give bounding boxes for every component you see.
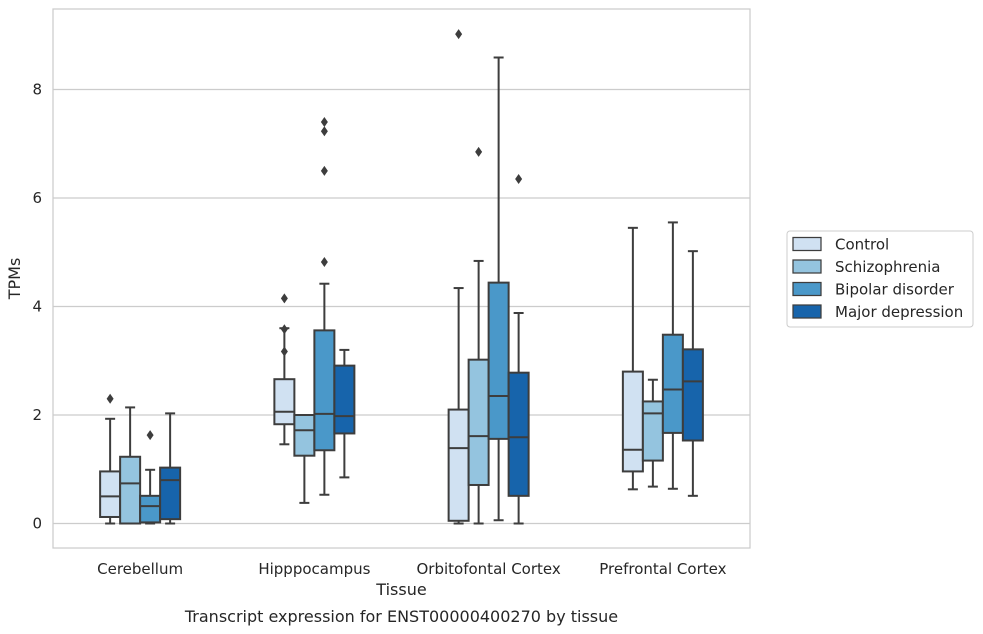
box-groups xyxy=(99,29,704,525)
outlier-point xyxy=(280,293,288,304)
box-0-3 xyxy=(159,412,182,525)
outlier-point xyxy=(320,165,328,176)
box-iqr xyxy=(293,414,316,457)
box-iqr xyxy=(119,455,142,525)
y-tick-label: 4 xyxy=(32,298,42,316)
legend-swatch xyxy=(792,304,822,319)
outlier-point xyxy=(280,346,288,357)
legend-label: Bipolar disorder xyxy=(835,281,955,299)
box-iqr xyxy=(313,329,336,452)
box-iqr xyxy=(621,370,644,473)
x-tick-label: Hipppocampus xyxy=(258,560,370,578)
legend-label: Control xyxy=(835,236,889,254)
box-0-0 xyxy=(99,393,122,525)
x-axis-label: Tissue xyxy=(375,580,426,599)
outlier-point xyxy=(515,174,523,185)
box-3-3 xyxy=(681,250,704,497)
y-axis-label: TPMs xyxy=(5,258,24,301)
box-2-1 xyxy=(467,146,490,525)
box-iqr xyxy=(99,470,122,518)
outlier-point xyxy=(146,430,154,441)
box-iqr xyxy=(139,494,162,524)
x-tick-label: Prefrontal Cortex xyxy=(599,560,726,578)
outlier-point xyxy=(475,146,483,157)
outlier-point xyxy=(320,126,328,137)
legend-label: Major depression xyxy=(835,303,963,321)
x-tick-label: Cerebellum xyxy=(97,560,183,578)
box-iqr xyxy=(487,281,510,440)
y-tick-labels: 0 2 4 6 8 xyxy=(32,81,42,533)
outlier-point xyxy=(280,324,288,335)
box-iqr xyxy=(661,333,684,434)
outlier-point xyxy=(320,117,328,128)
box-iqr xyxy=(467,358,490,486)
outlier-point xyxy=(320,257,328,268)
box-1-0 xyxy=(273,293,296,446)
box-iqr xyxy=(333,364,356,435)
y-tick-label: 0 xyxy=(32,515,42,533)
box-2-2 xyxy=(487,56,510,522)
box-iqr xyxy=(273,378,296,426)
box-iqr xyxy=(507,371,530,497)
y-tick-label: 6 xyxy=(32,189,42,207)
box-iqr xyxy=(681,348,704,442)
plot-frame xyxy=(52,8,751,549)
box-iqr xyxy=(447,408,470,522)
y-tick-label: 2 xyxy=(32,406,42,424)
box-0-1 xyxy=(119,406,142,525)
chart-caption: Transcript expression for ENST0000040027… xyxy=(184,607,618,626)
x-tick-labels: Cerebellum Hipppocampus Orbitofontal Corte… xyxy=(97,560,726,578)
box-2-3 xyxy=(507,174,530,525)
y-tick-label: 8 xyxy=(32,81,42,99)
legend-frame xyxy=(786,230,974,328)
box-1-2 xyxy=(313,117,336,496)
legend-label: Schizophrenia xyxy=(835,258,940,276)
legend-swatch xyxy=(792,259,822,274)
x-tick-label: Orbitofontal Cortex xyxy=(417,560,561,578)
legend: Control Schizophrenia Bipolar disorder Majo… xyxy=(786,230,974,328)
box-0-2 xyxy=(139,430,162,525)
box-2-0 xyxy=(447,29,470,525)
legend-swatch xyxy=(792,281,822,297)
outlier-point xyxy=(106,393,114,404)
box-1-3 xyxy=(333,348,356,479)
legend-swatch xyxy=(792,236,822,252)
outlier-point xyxy=(455,29,463,40)
box-iqr xyxy=(641,400,664,462)
box-iqr xyxy=(159,466,182,521)
